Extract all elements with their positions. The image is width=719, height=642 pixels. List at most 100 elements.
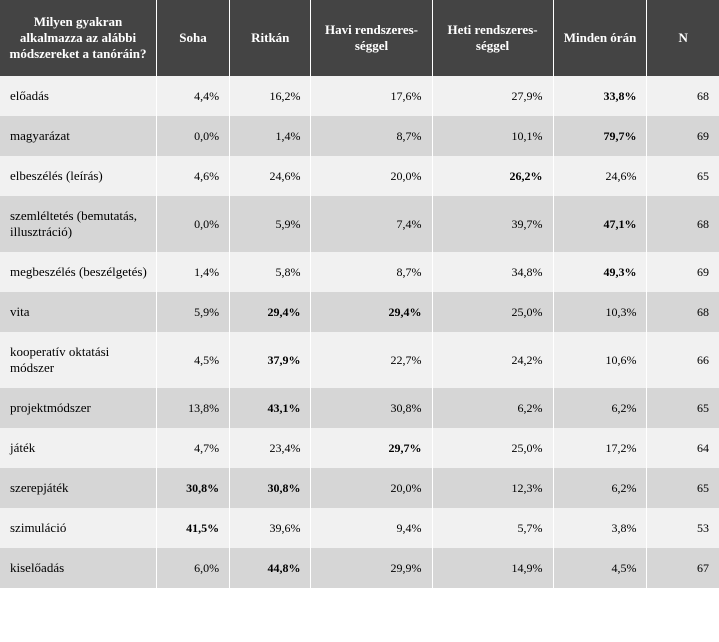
- row-label: szimuláció: [0, 508, 157, 548]
- row-label: kiselőadás: [0, 548, 157, 588]
- table-cell: 0,0%: [157, 196, 230, 252]
- table-cell: 64: [647, 428, 719, 468]
- table-cell: 20,0%: [311, 156, 432, 196]
- table-cell: 29,4%: [230, 292, 311, 332]
- table-cell: 26,2%: [432, 156, 553, 196]
- table-cell: 12,3%: [432, 468, 553, 508]
- table-cell: 3,8%: [553, 508, 647, 548]
- table-cell: 68: [647, 196, 719, 252]
- table-cell: 65: [647, 156, 719, 196]
- table-row: megbeszélés (beszélgetés)1,4%5,8%8,7%34,…: [0, 252, 719, 292]
- table-cell: 43,1%: [230, 388, 311, 428]
- table-cell: 39,6%: [230, 508, 311, 548]
- table-header-cell: Soha: [157, 0, 230, 76]
- table-cell: 67: [647, 548, 719, 588]
- table-cell: 7,4%: [311, 196, 432, 252]
- table-row: szerepjáték30,8%30,8%20,0%12,3%6,2%65: [0, 468, 719, 508]
- table-row: szemléltetés (bemutatás, illusztráció)0,…: [0, 196, 719, 252]
- row-label: előadás: [0, 76, 157, 116]
- table-cell: 53: [647, 508, 719, 548]
- row-label: szerepjáték: [0, 468, 157, 508]
- table-cell: 1,4%: [157, 252, 230, 292]
- table-cell: 29,4%: [311, 292, 432, 332]
- table-cell: 41,5%: [157, 508, 230, 548]
- table-cell: 6,2%: [553, 388, 647, 428]
- table-cell: 10,3%: [553, 292, 647, 332]
- table-cell: 69: [647, 252, 719, 292]
- table-cell: 6,0%: [157, 548, 230, 588]
- table-cell: 5,9%: [230, 196, 311, 252]
- table-cell: 10,6%: [553, 332, 647, 388]
- table-row: kiselőadás6,0%44,8%29,9%14,9%4,5%67: [0, 548, 719, 588]
- table-row: kooperatív oktatási módszer4,5%37,9%22,7…: [0, 332, 719, 388]
- table-header-cell: Ritkán: [230, 0, 311, 76]
- table-cell: 47,1%: [553, 196, 647, 252]
- table-row: magyarázat0,0%1,4%8,7%10,1%79,7%69: [0, 116, 719, 156]
- table-cell: 29,9%: [311, 548, 432, 588]
- table-cell: 25,0%: [432, 292, 553, 332]
- table-cell: 65: [647, 468, 719, 508]
- table-cell: 4,5%: [553, 548, 647, 588]
- row-label: kooperatív oktatási módszer: [0, 332, 157, 388]
- table-cell: 5,9%: [157, 292, 230, 332]
- table-cell: 30,8%: [157, 468, 230, 508]
- table-header-cell: N: [647, 0, 719, 76]
- table-cell: 23,4%: [230, 428, 311, 468]
- table-cell: 68: [647, 292, 719, 332]
- table-row: szimuláció41,5%39,6%9,4%5,7%3,8%53: [0, 508, 719, 548]
- table-cell: 22,7%: [311, 332, 432, 388]
- table-cell: 29,7%: [311, 428, 432, 468]
- row-label: elbeszélés (leírás): [0, 156, 157, 196]
- table-cell: 24,2%: [432, 332, 553, 388]
- table-cell: 37,9%: [230, 332, 311, 388]
- table-cell: 30,8%: [311, 388, 432, 428]
- row-label: megbeszélés (beszélgetés): [0, 252, 157, 292]
- table-cell: 79,7%: [553, 116, 647, 156]
- table-cell: 4,6%: [157, 156, 230, 196]
- table-cell: 13,8%: [157, 388, 230, 428]
- table-cell: 10,1%: [432, 116, 553, 156]
- table-cell: 14,9%: [432, 548, 553, 588]
- table-cell: 27,9%: [432, 76, 553, 116]
- table-cell: 20,0%: [311, 468, 432, 508]
- table-cell: 16,2%: [230, 76, 311, 116]
- table-cell: 30,8%: [230, 468, 311, 508]
- table-cell: 9,4%: [311, 508, 432, 548]
- table-cell: 6,2%: [432, 388, 553, 428]
- table-row: projektmódszer13,8%43,1%30,8%6,2%6,2%65: [0, 388, 719, 428]
- table-header-cell: Havi rendszeres-séggel: [311, 0, 432, 76]
- table-header-cell: Minden órán: [553, 0, 647, 76]
- row-label: projektmódszer: [0, 388, 157, 428]
- row-label: vita: [0, 292, 157, 332]
- table-cell: 8,7%: [311, 252, 432, 292]
- table-row: előadás4,4%16,2%17,6%27,9%33,8%68: [0, 76, 719, 116]
- table-cell: 44,8%: [230, 548, 311, 588]
- table-cell: 5,8%: [230, 252, 311, 292]
- table-cell: 68: [647, 76, 719, 116]
- table-cell: 34,8%: [432, 252, 553, 292]
- table-cell: 24,6%: [230, 156, 311, 196]
- table-cell: 49,3%: [553, 252, 647, 292]
- row-label: szemléltetés (bemutatás, illusztráció): [0, 196, 157, 252]
- table-cell: 25,0%: [432, 428, 553, 468]
- table-row: játék4,7%23,4%29,7%25,0%17,2%64: [0, 428, 719, 468]
- table-cell: 24,6%: [553, 156, 647, 196]
- table-cell: 1,4%: [230, 116, 311, 156]
- table-cell: 5,7%: [432, 508, 553, 548]
- table-cell: 65: [647, 388, 719, 428]
- table-row: elbeszélés (leírás)4,6%24,6%20,0%26,2%24…: [0, 156, 719, 196]
- table-cell: 4,4%: [157, 76, 230, 116]
- row-label: játék: [0, 428, 157, 468]
- table-header-cell: Milyen gyakran alkalmazza az alábbi móds…: [0, 0, 157, 76]
- table-cell: 6,2%: [553, 468, 647, 508]
- table-cell: 33,8%: [553, 76, 647, 116]
- table-cell: 17,6%: [311, 76, 432, 116]
- table-header-row: Milyen gyakran alkalmazza az alábbi móds…: [0, 0, 719, 76]
- table-cell: 0,0%: [157, 116, 230, 156]
- table-cell: 39,7%: [432, 196, 553, 252]
- methods-frequency-table: Milyen gyakran alkalmazza az alábbi móds…: [0, 0, 719, 588]
- table-cell: 66: [647, 332, 719, 388]
- table-cell: 4,7%: [157, 428, 230, 468]
- table-cell: 8,7%: [311, 116, 432, 156]
- table-row: vita5,9%29,4%29,4%25,0%10,3%68: [0, 292, 719, 332]
